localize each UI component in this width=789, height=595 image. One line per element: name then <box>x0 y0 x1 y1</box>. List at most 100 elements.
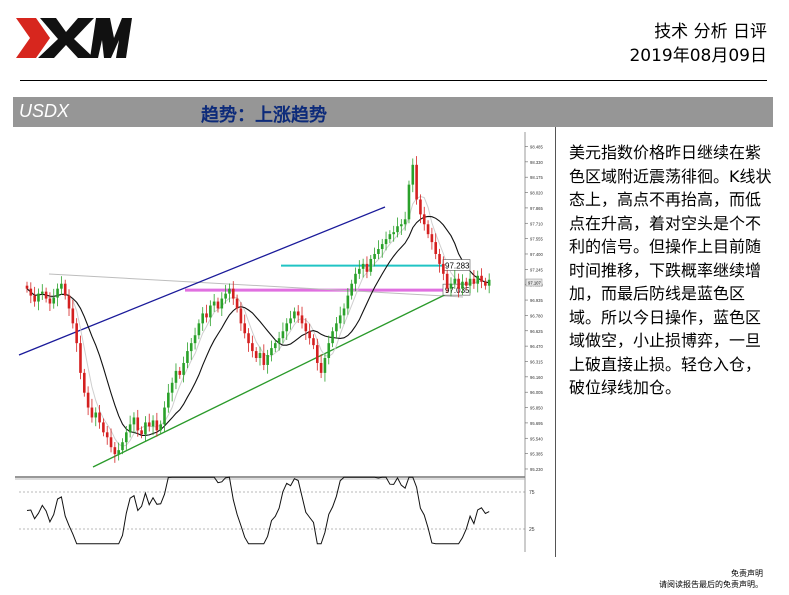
candle-body <box>300 315 304 324</box>
y-tick-label: 95.230 <box>530 467 543 472</box>
candle-body <box>151 420 155 427</box>
oscillator-tick-label: 75 <box>529 490 535 496</box>
candle-body <box>403 219 407 225</box>
slow-moving-average <box>26 215 490 436</box>
candle-body <box>105 432 109 438</box>
candle-body <box>281 331 285 339</box>
candle-body <box>457 278 460 289</box>
candle-body <box>396 226 399 233</box>
y-tick-label: 98.330 <box>530 160 543 165</box>
y-tick-label: 98.485 <box>530 144 543 149</box>
candle-body <box>228 288 231 294</box>
candle-body <box>449 283 453 289</box>
candle-body <box>430 234 434 243</box>
oscillator-line <box>26 476 490 545</box>
candle-body <box>86 392 90 408</box>
analysis-commentary: 美元指数价格昨日继续在紫色区域附近震荡徘徊。K线状态上，高点不再抬高，而低点在升… <box>569 143 772 397</box>
candle-body <box>361 263 365 269</box>
candle-body <box>270 348 273 356</box>
candle-body <box>266 355 269 365</box>
candle-body <box>484 281 487 286</box>
candle-body <box>296 311 300 316</box>
candle-body <box>400 224 403 227</box>
symbol-label: USDX <box>19 101 70 121</box>
candle-body <box>155 420 159 431</box>
last-price-box <box>525 278 543 287</box>
report-header: 技术 分析 日评 2019年08月09日 <box>629 20 767 68</box>
candle-body <box>323 358 327 373</box>
candle-body <box>461 281 464 289</box>
candle-body <box>315 345 319 363</box>
y-tick-label: 96.780 <box>530 313 543 318</box>
candle-body <box>338 315 342 324</box>
candle-body <box>67 295 71 309</box>
candle-body <box>251 343 254 352</box>
candle-body <box>90 407 94 418</box>
y-tick-label: 96.935 <box>530 298 543 303</box>
candle-body <box>235 298 239 309</box>
candle-body <box>144 422 147 435</box>
candle-body <box>422 214 426 225</box>
candle-body <box>434 242 438 254</box>
upper-channel-line <box>18 206 386 356</box>
candle-body <box>335 323 338 332</box>
candle-body <box>331 331 334 344</box>
candle-body <box>63 283 67 296</box>
candle-body <box>442 263 445 274</box>
candle-body <box>327 343 331 359</box>
candle-body <box>468 278 472 286</box>
candle-body <box>109 437 113 448</box>
candle-body <box>342 308 346 316</box>
price-level-label: 97.283 <box>445 262 470 271</box>
candle-body <box>384 239 388 245</box>
candle-body <box>231 288 235 299</box>
y-tick-label: 98.020 <box>530 191 543 196</box>
y-tick-label: 95.850 <box>530 406 543 411</box>
candle-body <box>48 298 52 304</box>
candle-body <box>243 323 247 334</box>
candle-body <box>82 372 86 393</box>
y-tick-label: 95.385 <box>530 452 543 457</box>
header-rule <box>20 80 767 81</box>
candle-body <box>182 362 185 375</box>
candle-body <box>365 263 369 272</box>
candle-body <box>358 268 361 274</box>
candle-body <box>453 278 457 284</box>
last-price-label: 97.107 <box>528 281 541 286</box>
candle-body <box>220 298 224 309</box>
candle-body <box>60 283 63 289</box>
candle-body <box>174 370 178 383</box>
candle-body <box>25 285 29 289</box>
candle-body <box>354 273 357 284</box>
y-tick-label: 97.245 <box>530 267 543 272</box>
candle-body <box>33 295 36 302</box>
candle-body <box>312 338 315 346</box>
y-tick-label: 96.160 <box>530 375 543 380</box>
candle-body <box>216 301 220 309</box>
candle-body <box>304 323 308 332</box>
report-date: 2019年08月09日 <box>629 46 767 66</box>
column-divider <box>555 127 556 557</box>
candle-body <box>40 291 44 294</box>
y-tick-label: 95.540 <box>530 436 543 441</box>
candle-body <box>94 412 98 418</box>
y-tick-label: 97.555 <box>530 237 543 242</box>
candle-body <box>319 362 323 373</box>
trend-label: 趋势：上涨趋势 <box>201 105 327 126</box>
candle-body <box>411 164 415 185</box>
candle-body <box>445 273 449 289</box>
candle-body <box>163 407 166 425</box>
candle-body <box>258 353 262 359</box>
candle-body <box>37 293 40 302</box>
candle-body <box>380 244 384 250</box>
candle-body <box>293 311 296 319</box>
disclaimer: 免责声明 请阅读报告最后的免责声明。 <box>659 568 763 590</box>
candle-body <box>117 450 120 455</box>
candle-body <box>369 258 373 272</box>
candle-body <box>480 275 483 282</box>
candle-body <box>476 275 480 284</box>
grey-trendline <box>48 273 464 298</box>
candle-body <box>289 318 292 324</box>
candle-body <box>472 278 476 284</box>
y-tick-label: 98.175 <box>530 175 543 180</box>
